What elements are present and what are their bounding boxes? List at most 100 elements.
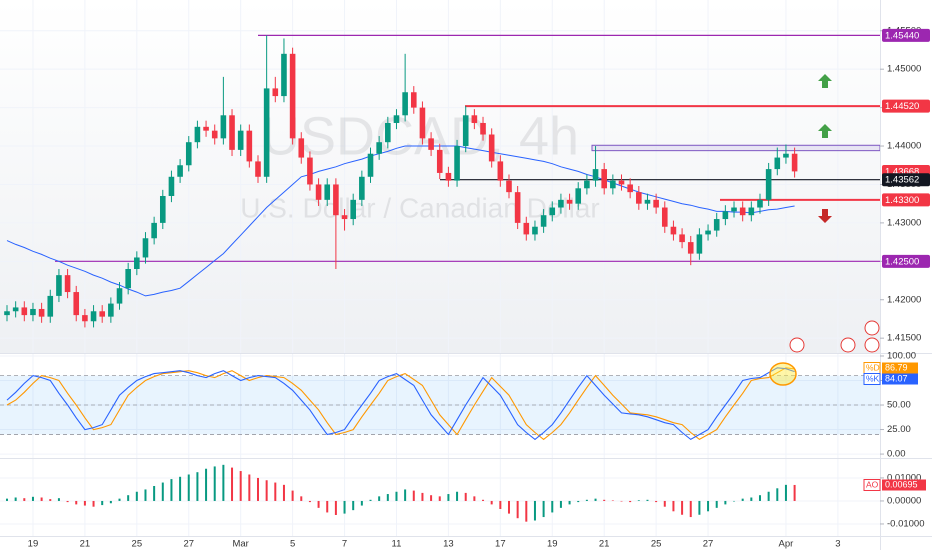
candle-body bbox=[661, 207, 668, 227]
x-tick-label: Apr bbox=[779, 539, 794, 550]
price-label-box bbox=[882, 254, 930, 268]
candle-body bbox=[194, 126, 201, 143]
candle-body bbox=[168, 176, 175, 196]
ao-bar bbox=[715, 500, 718, 508]
candle-body bbox=[687, 242, 694, 254]
ao-bar bbox=[750, 497, 753, 501]
ao-bar bbox=[334, 500, 337, 515]
ao-bar bbox=[378, 496, 381, 501]
ao-bar bbox=[655, 500, 658, 503]
ao-bar bbox=[170, 479, 173, 501]
legend-value: 86.79 bbox=[885, 362, 908, 372]
moving-average bbox=[6, 145, 795, 297]
candle-body bbox=[506, 180, 512, 193]
candle-body bbox=[359, 176, 365, 200]
x-tick-label: 17 bbox=[495, 539, 506, 550]
ao-bar bbox=[733, 500, 736, 502]
candle-body bbox=[454, 146, 460, 181]
x-tick-label: 27 bbox=[183, 539, 194, 550]
candle-body bbox=[610, 180, 616, 189]
candle-body bbox=[497, 161, 504, 181]
ao-bar bbox=[6, 498, 8, 501]
ao-bar bbox=[404, 489, 407, 501]
candle-body bbox=[211, 130, 218, 139]
ao-bar bbox=[412, 490, 415, 501]
ao-bar bbox=[40, 497, 43, 501]
ao-bar bbox=[317, 500, 320, 508]
candle-body bbox=[471, 115, 478, 123]
arrow-down bbox=[818, 209, 832, 223]
candle-body bbox=[722, 211, 729, 220]
y-tick-label: 1.41500 bbox=[887, 333, 921, 344]
ao-bar bbox=[231, 467, 234, 501]
ao-bar bbox=[239, 471, 242, 501]
candle-body bbox=[748, 207, 755, 216]
candle-body bbox=[618, 180, 625, 185]
ao-bar bbox=[525, 500, 528, 522]
ao-bar bbox=[352, 500, 355, 511]
x-tick-label: 25 bbox=[132, 539, 143, 550]
price-label-box bbox=[882, 193, 930, 207]
y-tick-label: 1.42000 bbox=[887, 294, 921, 305]
ao-bar bbox=[646, 499, 649, 501]
highlight-circle bbox=[769, 362, 797, 386]
candle-body bbox=[324, 184, 331, 200]
y-tick-label: 0.01000 bbox=[887, 472, 921, 483]
ao-bar bbox=[395, 491, 398, 501]
ao-bar bbox=[144, 489, 147, 501]
ao-bar bbox=[83, 500, 86, 506]
candle-body bbox=[229, 115, 235, 150]
ao-bar bbox=[360, 500, 363, 506]
price-label: 1.43562 bbox=[885, 175, 919, 186]
candle-body bbox=[289, 53, 296, 139]
candle-body bbox=[462, 115, 469, 147]
candle-body bbox=[644, 199, 651, 204]
price-label: 1.43300 bbox=[885, 195, 919, 206]
candle-body bbox=[108, 303, 114, 317]
ao-bar bbox=[767, 491, 770, 501]
candle-body bbox=[731, 207, 737, 212]
ao-bar bbox=[386, 494, 389, 501]
y-tick-label: 0.00000 bbox=[887, 495, 921, 506]
ao-bar bbox=[724, 500, 727, 505]
ao-bar bbox=[698, 500, 701, 515]
candle-body bbox=[315, 184, 322, 200]
candle-body bbox=[134, 257, 140, 269]
ao-bar bbox=[66, 500, 69, 503]
y-tick-label: 25.00 bbox=[887, 424, 911, 435]
ao-bar bbox=[603, 499, 606, 501]
candle-body bbox=[558, 199, 564, 208]
candle-body bbox=[125, 269, 131, 289]
candle-body bbox=[21, 307, 28, 316]
y-tick-label: 1.43000 bbox=[887, 217, 921, 228]
ao-bar bbox=[274, 482, 277, 501]
ao-bar bbox=[153, 485, 156, 501]
candle-body bbox=[783, 153, 789, 158]
price-label-box bbox=[882, 99, 930, 113]
ao-bar bbox=[265, 480, 268, 501]
ao-bar bbox=[161, 482, 164, 501]
price-label-box bbox=[882, 173, 930, 187]
candle-body bbox=[376, 142, 382, 154]
event-icon bbox=[789, 337, 805, 353]
ao-bar bbox=[758, 495, 761, 501]
price-label-box bbox=[882, 28, 930, 42]
legend-value-box bbox=[882, 373, 918, 385]
ao-bar bbox=[430, 495, 433, 501]
y-tick-label: 100.00 bbox=[887, 350, 916, 361]
candle-body bbox=[255, 161, 261, 177]
candle-body bbox=[333, 184, 339, 216]
ao-bar bbox=[507, 500, 510, 514]
candle-body bbox=[159, 195, 166, 223]
legend-value-box bbox=[882, 479, 926, 491]
ao-bar bbox=[464, 492, 467, 501]
ao-bar bbox=[421, 492, 424, 501]
ao-bar bbox=[594, 498, 597, 501]
stoch-line bbox=[6, 367, 795, 441]
watermark-subtitle: U.S. Dollar / Canadian Dollar bbox=[240, 192, 600, 223]
candle-body bbox=[627, 184, 633, 193]
ao-bar bbox=[31, 496, 34, 501]
candle-body bbox=[185, 142, 192, 166]
candle-body bbox=[575, 188, 582, 204]
ao-bar bbox=[326, 500, 329, 513]
